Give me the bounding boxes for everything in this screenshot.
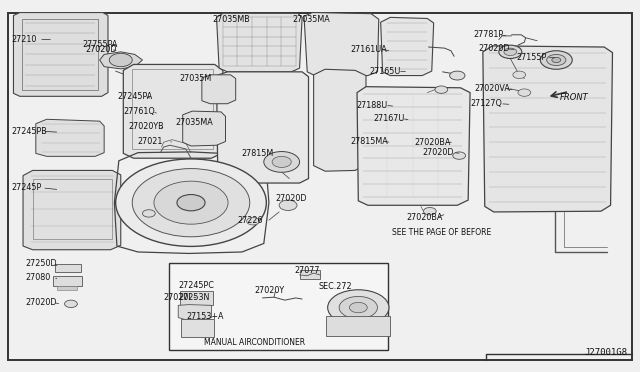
Circle shape xyxy=(132,169,250,237)
Text: 27020D: 27020D xyxy=(25,298,56,307)
Text: 27815M: 27815M xyxy=(241,149,274,158)
Circle shape xyxy=(116,159,266,246)
Text: 27020YB: 27020YB xyxy=(129,122,164,131)
Text: MANUAL AIRCONDITIONER: MANUAL AIRCONDITIONER xyxy=(204,338,305,347)
Text: 27021: 27021 xyxy=(138,137,163,146)
Text: 27020I: 27020I xyxy=(163,293,191,302)
Polygon shape xyxy=(23,170,121,250)
Circle shape xyxy=(328,290,389,326)
Polygon shape xyxy=(202,75,236,104)
Circle shape xyxy=(264,151,300,172)
Text: 27245PB: 27245PB xyxy=(11,126,47,136)
Circle shape xyxy=(279,200,297,211)
Text: SEC.272: SEC.272 xyxy=(319,282,353,291)
Text: 27035MA: 27035MA xyxy=(292,15,330,24)
Text: 27245PC: 27245PC xyxy=(178,281,214,290)
Text: 27020D: 27020D xyxy=(478,44,510,53)
Circle shape xyxy=(143,210,156,217)
Text: 27165U: 27165U xyxy=(370,67,401,76)
Circle shape xyxy=(547,54,566,65)
Text: 27210: 27210 xyxy=(11,35,36,44)
Circle shape xyxy=(65,300,77,308)
Bar xyxy=(53,276,82,286)
Polygon shape xyxy=(13,13,108,96)
Text: SEE THE PAGE OF BEFORE: SEE THE PAGE OF BEFORE xyxy=(392,228,492,237)
Text: 27035MA: 27035MA xyxy=(175,118,213,127)
Circle shape xyxy=(109,53,132,67)
Circle shape xyxy=(246,218,259,225)
Polygon shape xyxy=(178,305,211,320)
Circle shape xyxy=(435,86,448,93)
Text: 27020BA: 27020BA xyxy=(415,138,451,147)
Text: 27020D: 27020D xyxy=(275,195,307,203)
Text: 27077: 27077 xyxy=(294,266,320,275)
Polygon shape xyxy=(216,72,308,183)
Circle shape xyxy=(450,71,465,80)
Polygon shape xyxy=(314,69,366,171)
Text: 27761Q: 27761Q xyxy=(124,108,155,116)
Text: 27250D: 27250D xyxy=(25,259,56,268)
Bar xyxy=(179,291,212,305)
Text: 27020BA: 27020BA xyxy=(406,213,443,222)
Circle shape xyxy=(504,48,516,55)
Polygon shape xyxy=(100,52,143,69)
Text: 27755PA: 27755PA xyxy=(83,39,118,49)
Polygon shape xyxy=(483,46,612,212)
Text: 27020D: 27020D xyxy=(85,45,116,54)
Bar xyxy=(57,286,77,290)
Polygon shape xyxy=(216,13,302,72)
Text: FRONT: FRONT xyxy=(559,93,588,102)
Text: J27001G8: J27001G8 xyxy=(585,348,628,357)
Circle shape xyxy=(272,156,291,167)
Text: 27153+A: 27153+A xyxy=(186,312,223,321)
Text: 27253N: 27253N xyxy=(178,293,210,302)
Bar xyxy=(55,264,81,272)
Bar xyxy=(180,320,214,337)
Polygon shape xyxy=(357,87,470,205)
Text: 27020D: 27020D xyxy=(422,148,454,157)
Circle shape xyxy=(349,302,367,313)
Text: 27245P: 27245P xyxy=(11,183,41,192)
Text: 27127Q: 27127Q xyxy=(470,99,502,108)
Polygon shape xyxy=(36,119,104,156)
Text: 27815MA: 27815MA xyxy=(350,137,388,146)
Text: 27167U: 27167U xyxy=(373,114,404,123)
Circle shape xyxy=(499,45,522,58)
Circle shape xyxy=(154,181,228,224)
Circle shape xyxy=(513,71,525,78)
Bar xyxy=(170,263,388,350)
Text: 27035MB: 27035MB xyxy=(212,15,250,24)
Text: 27020Y: 27020Y xyxy=(255,286,285,295)
Circle shape xyxy=(424,208,436,215)
Text: 27245PA: 27245PA xyxy=(117,92,152,101)
Text: 27155P: 27155P xyxy=(516,52,547,61)
Circle shape xyxy=(177,195,205,211)
Circle shape xyxy=(339,296,378,319)
Bar xyxy=(33,179,113,238)
Bar xyxy=(22,19,98,90)
Circle shape xyxy=(518,89,531,96)
Text: 27161UA: 27161UA xyxy=(350,45,387,54)
Text: 27188U: 27188U xyxy=(356,101,388,110)
Text: 27080: 27080 xyxy=(25,273,50,282)
Circle shape xyxy=(453,152,466,159)
Text: 27781P: 27781P xyxy=(473,30,504,39)
Polygon shape xyxy=(304,13,379,76)
Circle shape xyxy=(540,51,572,69)
Polygon shape xyxy=(381,17,434,76)
Polygon shape xyxy=(182,111,225,146)
Bar xyxy=(326,316,390,336)
Bar xyxy=(300,270,320,279)
Bar xyxy=(132,69,213,149)
Text: 27226: 27226 xyxy=(237,216,262,225)
Text: 27020VA: 27020VA xyxy=(474,84,511,93)
Circle shape xyxy=(552,57,561,62)
Polygon shape xyxy=(124,64,223,158)
Text: 27035M: 27035M xyxy=(179,74,212,83)
